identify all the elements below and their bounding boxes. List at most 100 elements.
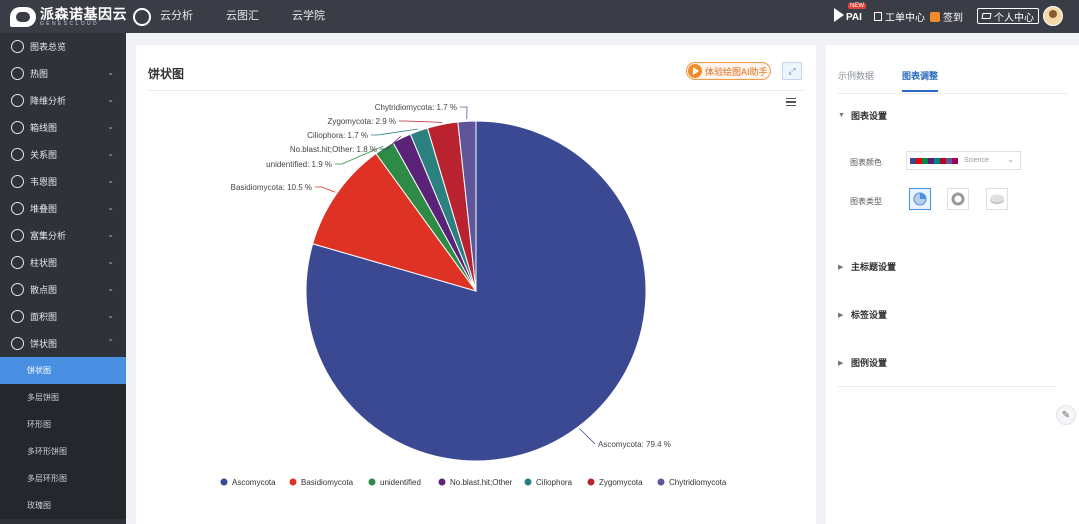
personal-center-button[interactable]: 个人中心 — [977, 8, 1039, 24]
legend-marker[interactable] — [438, 478, 446, 486]
personal-center-icon — [981, 13, 992, 19]
legend-marker[interactable] — [657, 478, 665, 486]
sidebar-item[interactable]: 堆叠图 ⌄ — [0, 195, 126, 222]
color-swatch — [910, 157, 916, 164]
pai-label: PAI — [846, 12, 862, 23]
slice-label: Basidiomycota: 10.5 % — [231, 183, 312, 192]
tab-chart-adjust[interactable]: 图表调整 — [902, 69, 939, 92]
legend-label[interactable]: Ascomycota — [232, 478, 276, 487]
sidebar-item-label: 柱状图 — [30, 258, 58, 268]
legend-marker[interactable] — [220, 478, 228, 486]
chevron-up-icon: ⌃ — [107, 338, 114, 347]
nav-cloud-charts[interactable]: 云图汇 — [226, 10, 259, 22]
sidebar-item[interactable]: 降维分析 ⌄ — [0, 87, 126, 114]
caret-right-icon: ▶ — [838, 263, 844, 271]
leader-line — [579, 428, 596, 445]
legend-label[interactable]: Zygomycota — [599, 478, 643, 487]
pie-slice[interactable] — [312, 152, 478, 292]
sidebar-item[interactable]: 韦恩图 ⌄ — [0, 168, 126, 195]
sidebar-item-label: 热图 — [30, 69, 49, 79]
type-3d-pie-button[interactable] — [986, 188, 1008, 210]
section-chart-settings[interactable]: ▼ 图表设置 — [838, 109, 887, 122]
settings-tabs: 示例数据 图表调整 — [838, 69, 966, 92]
section-legend-settings[interactable]: ▶ 图例设置 — [838, 356, 887, 369]
tab-sample-data[interactable]: 示例数据 — [838, 71, 875, 81]
venn-icon — [11, 175, 24, 188]
pai-button[interactable]: PAI NEW — [834, 3, 866, 23]
sidebar-subitem[interactable]: 环形图 — [0, 411, 126, 438]
sidebar: 图表总览 热图 ⌄ 降维分析 ⌄ 箱线图 ⌄ 关系图 ⌄ 韦恩图 ⌄ 堆叠图 ⌄ 富集分析 ⌄ 柱状图 ⌄ 散点图… — [0, 33, 126, 524]
slice-label: Ciliophora: 1.7 % — [307, 131, 368, 140]
sidebar-item[interactable]: 箱线图 ⌄ — [0, 114, 126, 141]
section-main-title[interactable]: ▶ 主标题设置 — [838, 260, 896, 273]
sidebar-item[interactable]: 面积图 ⌄ — [0, 303, 126, 330]
sidebar-item[interactable]: 图表总览 — [0, 33, 126, 60]
donut-type-icon — [951, 192, 965, 206]
legend-label[interactable]: unidentified — [380, 478, 421, 487]
legend-label[interactable]: Basidiomycota — [301, 478, 354, 487]
logo-text: 派森诺基因云 — [40, 6, 127, 22]
nav-cloud-academy[interactable]: 云学院 — [292, 10, 325, 22]
sidebar-subitem[interactable]: 多层环形图 — [0, 465, 126, 492]
ai-play-icon — [688, 64, 702, 78]
sidebar-subitem[interactable]: 多环形饼图 — [0, 438, 126, 465]
section-label-settings[interactable]: ▶ 标签设置 — [838, 308, 887, 321]
sidebar-item[interactable]: 关系图 ⌄ — [0, 141, 126, 168]
slice-label: Chytridiomycota: 1.7 % — [375, 103, 457, 112]
sidebar-item-label: 堆叠图 — [30, 204, 58, 214]
logo-subtext: GENESCLOUD — [40, 21, 100, 27]
pie-icon — [11, 337, 24, 350]
nav-cloud-analysis[interactable]: 云分析 — [160, 10, 193, 22]
ai-assistant-button[interactable]: 体验绘图AI助手 — [686, 62, 771, 80]
expand-button[interactable]: ⤢ — [782, 62, 802, 80]
chevron-down-icon: ⌄ — [1007, 155, 1014, 164]
section-label: 图表设置 — [851, 111, 888, 121]
ticket-center-label: 工单中心 — [885, 13, 925, 24]
leader-line — [460, 106, 468, 120]
sidebar-subitem[interactable]: 饼状图 — [0, 357, 126, 384]
leader-line — [380, 136, 401, 150]
sidebar-subitem[interactable]: 玫瑰图 — [0, 492, 126, 519]
avatar[interactable] — [1043, 6, 1063, 26]
legend-marker[interactable] — [587, 478, 595, 486]
sidebar-item-label: 富集分析 — [30, 231, 67, 241]
slice-label: Zygomycota: 2.9 % — [328, 117, 396, 126]
legend-label[interactable]: Ciliophora — [536, 478, 573, 487]
sidebar-item[interactable]: 散点图 ⌄ — [0, 276, 126, 303]
sidebar-menu: 图表总览 热图 ⌄ 降维分析 ⌄ 箱线图 ⌄ 关系图 ⌄ 韦恩图 ⌄ 堆叠图 ⌄ 富集分析 ⌄ 柱状图 ⌄ 散点图… — [0, 33, 126, 519]
sidebar-item[interactable]: 柱状图 ⌄ — [0, 249, 126, 276]
panel-divider — [838, 386, 1057, 387]
sidebar-item[interactable]: 热图 ⌄ — [0, 60, 126, 87]
bar-icon — [11, 256, 24, 269]
legend-label[interactable]: Chytridiomycota — [669, 478, 727, 487]
legend-marker[interactable] — [289, 478, 297, 486]
edit-button[interactable]: ✎ — [1056, 405, 1076, 425]
leader-line — [399, 120, 443, 123]
chart-menu-icon[interactable] — [786, 98, 796, 106]
slice-label: No.blast.hit;Other: 1.8 % — [290, 145, 377, 154]
sidebar-item[interactable]: 富集分析 ⌄ — [0, 222, 126, 249]
chevron-down-icon: ⌄ — [107, 230, 114, 239]
color-scheme-select[interactable]: Science ⌄ — [906, 151, 1021, 170]
legend-label[interactable]: No.blast.hit;Other — [450, 478, 513, 487]
sidebar-item[interactable]: 饼状图 ⌃ — [0, 330, 126, 357]
type-donut-button[interactable] — [947, 188, 969, 210]
app-logo[interactable]: 派森诺基因云 GENESCLOUD — [10, 6, 151, 28]
pie-slice[interactable] — [457, 120, 477, 292]
pai-play-icon — [834, 8, 844, 22]
scatter-icon — [11, 283, 24, 296]
color-swatches — [910, 157, 958, 164]
legend-marker[interactable] — [524, 478, 532, 486]
logo-mark-icon — [10, 7, 36, 27]
legend-marker[interactable] — [368, 478, 376, 486]
leader-line — [315, 186, 336, 193]
type-pie-button[interactable] — [909, 188, 931, 210]
top-navbar: 派森诺基因云 GENESCLOUD 云分析 云图汇 云学院 PAI NEW 工单… — [0, 0, 1079, 33]
sidebar-subitem[interactable]: 多层饼图 — [0, 384, 126, 411]
caret-right-icon: ▶ — [838, 359, 844, 367]
sidebar-item-label: 饼状图 — [30, 339, 58, 349]
signin-link[interactable]: 签到 — [930, 9, 963, 24]
ticket-center-link[interactable]: 工单中心 — [874, 9, 925, 24]
chevron-down-icon: ⌄ — [107, 257, 114, 266]
area-icon — [11, 310, 24, 323]
